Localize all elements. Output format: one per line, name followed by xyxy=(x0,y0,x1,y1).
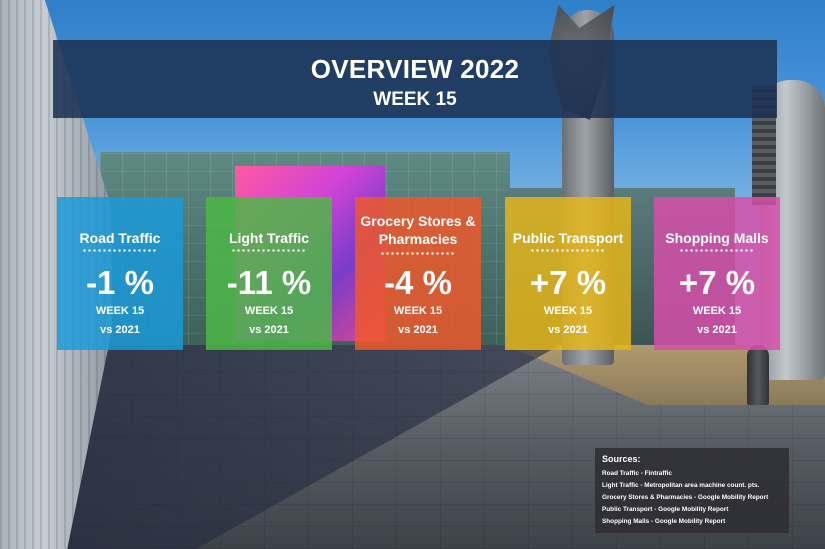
card-week: WEEK 15 xyxy=(393,305,443,317)
card-week: WEEK 15 xyxy=(692,305,742,317)
dotted-divider xyxy=(231,249,307,252)
card-compare: vs 2021 xyxy=(398,324,438,336)
dotted-divider xyxy=(82,249,158,252)
card-value: -4 % xyxy=(384,264,452,301)
source-item: Light Traffic - Metropolitan area machin… xyxy=(602,482,760,489)
card-value: +7 % xyxy=(529,264,607,301)
card-week: WEEK 15 xyxy=(543,305,593,317)
card-week: WEEK 15 xyxy=(95,305,145,317)
card-label: Grocery Stores & Pharmacies xyxy=(360,213,476,247)
card-value: -11 % xyxy=(226,264,312,301)
source-item: Grocery Stores & Pharmacies - Google Mob… xyxy=(602,494,769,501)
source-item: Shopping Malls - Google Mobility Report xyxy=(602,518,726,525)
dotted-divider xyxy=(679,249,755,252)
card-public-transport: Public Transport +7 % WEEK 15 vs 2021 xyxy=(505,197,631,350)
card-week: WEEK 15 xyxy=(244,305,294,317)
page-title: OVERVIEW 2022 xyxy=(310,54,520,84)
source-item: Public Transport - Google Mobility Repor… xyxy=(602,506,729,513)
sources-box: Sources: Road Traffic - Fintraffic Light… xyxy=(595,448,789,533)
card-compare: vs 2021 xyxy=(697,324,737,336)
source-item: Road Traffic - Fintraffic xyxy=(602,470,672,477)
card-value: -1 % xyxy=(86,264,154,301)
page-subtitle: WEEK 15 xyxy=(373,89,457,110)
card-value: +7 % xyxy=(678,264,756,301)
card-grocery-pharmacies: Grocery Stores & Pharmacies -4 % WEEK 15… xyxy=(355,197,481,350)
card-label: Light Traffic xyxy=(228,230,310,246)
card-compare: vs 2021 xyxy=(548,324,588,336)
dotted-divider xyxy=(380,252,456,255)
card-label: Shopping Malls xyxy=(665,230,769,246)
card-shopping-malls: Shopping Malls +7 % WEEK 15 vs 2021 xyxy=(654,197,780,350)
card-light-traffic: Light Traffic -11 % WEEK 15 vs 2021 xyxy=(206,197,332,350)
card-label: Public Transport xyxy=(512,230,624,246)
title-banner: OVERVIEW 2022 WEEK 15 xyxy=(53,40,777,118)
card-compare: vs 2021 xyxy=(249,324,289,336)
dotted-divider xyxy=(530,249,606,252)
card-label: Road Traffic xyxy=(79,230,161,246)
bollard xyxy=(747,345,769,405)
card-road-traffic: Road Traffic -1 % WEEK 15 vs 2021 xyxy=(57,197,183,350)
card-compare: vs 2021 xyxy=(100,324,140,336)
sources-heading: Sources: xyxy=(602,454,641,464)
